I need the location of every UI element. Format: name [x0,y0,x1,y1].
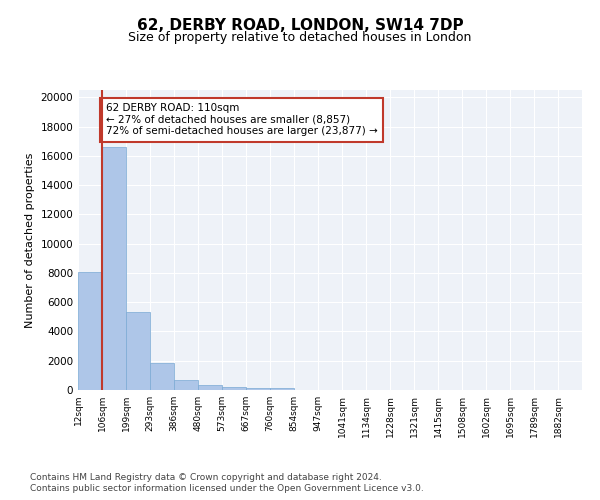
Y-axis label: Number of detached properties: Number of detached properties [25,152,35,328]
Bar [222,387,246,390]
Bar [270,388,294,390]
Text: Contains HM Land Registry data © Crown copyright and database right 2024.: Contains HM Land Registry data © Crown c… [30,472,382,482]
Bar [174,380,198,390]
Bar [102,147,126,390]
Bar [150,364,174,390]
Bar [126,312,150,390]
Bar [78,272,102,390]
Text: 62, DERBY ROAD, LONDON, SW14 7DP: 62, DERBY ROAD, LONDON, SW14 7DP [137,18,463,32]
Bar [246,388,270,390]
Text: Contains public sector information licensed under the Open Government Licence v3: Contains public sector information licen… [30,484,424,493]
Bar [198,385,222,390]
Text: Size of property relative to detached houses in London: Size of property relative to detached ho… [128,31,472,44]
Text: 62 DERBY ROAD: 110sqm
← 27% of detached houses are smaller (8,857)
72% of semi-d: 62 DERBY ROAD: 110sqm ← 27% of detached … [106,103,377,136]
